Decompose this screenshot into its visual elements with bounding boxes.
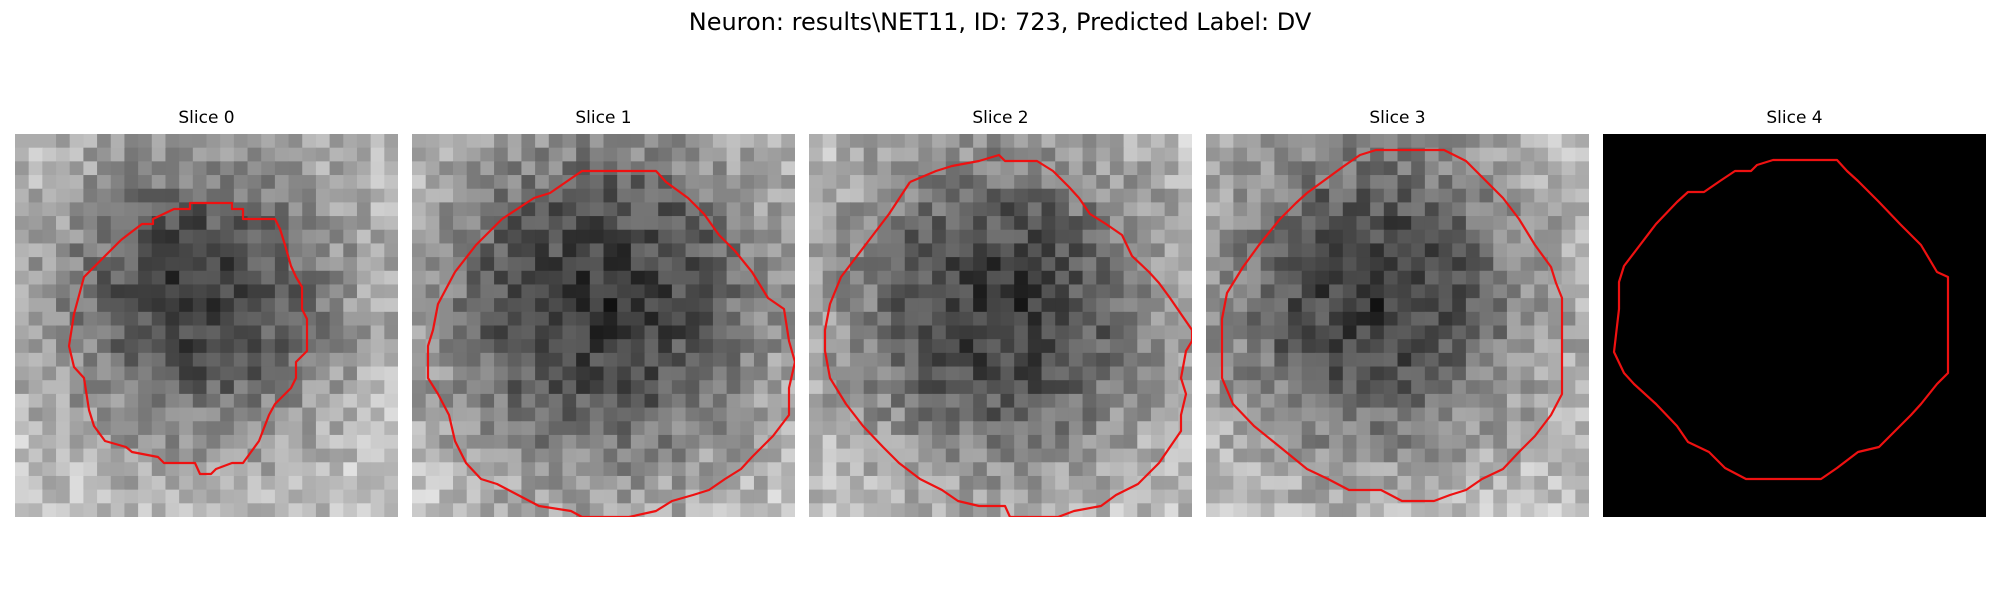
slice-panel-2: Slice 2	[809, 108, 1192, 520]
figure-title: Neuron: results\NET11, ID: 723, Predicte…	[688, 8, 1312, 36]
slice-image-3	[1206, 134, 1589, 517]
neuron-contour-3	[1220, 148, 1564, 503]
neuron-contour-0	[67, 201, 309, 476]
slice-title-3: Slice 3	[1369, 108, 1426, 128]
slice-image-2	[809, 134, 1192, 517]
slice-image-1	[412, 134, 795, 517]
neuron-contour-2	[823, 153, 1192, 517]
slice-panel-1: Slice 1	[412, 108, 795, 520]
slice-image-0	[15, 134, 398, 517]
slice-title-2: Slice 2	[972, 108, 1029, 128]
slice-panel-4: Slice 4	[1603, 108, 1986, 520]
slice-panel-3: Slice 3	[1206, 108, 1589, 520]
neuron-contour-1	[426, 169, 795, 517]
neuron-contour-4	[1612, 158, 1950, 481]
slice-title-4: Slice 4	[1766, 108, 1823, 128]
slice-title-1: Slice 1	[575, 108, 632, 128]
slice-title-0: Slice 0	[178, 108, 235, 128]
slice-panel-0: Slice 0	[15, 108, 398, 520]
slice-image-4	[1603, 134, 1986, 517]
